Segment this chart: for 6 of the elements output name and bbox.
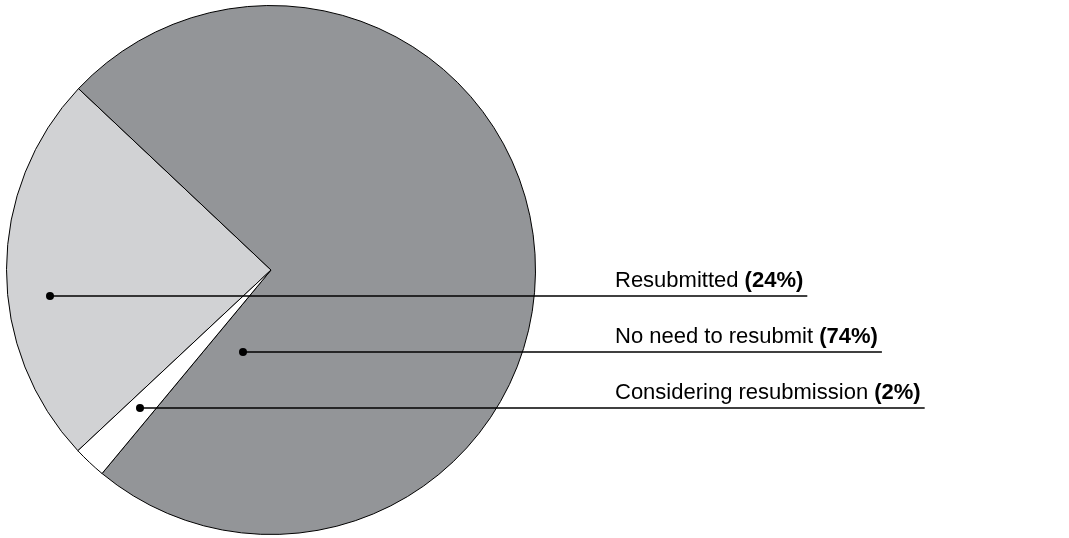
slice-label: Resubmitted (615, 267, 739, 292)
slice-label: Considering resubmission (615, 379, 869, 404)
data-label: (2%) (874, 379, 921, 404)
data-label: (74%) (819, 323, 878, 348)
slice-label: No need to resubmit (615, 323, 814, 348)
data-label: (24%) (744, 267, 804, 292)
